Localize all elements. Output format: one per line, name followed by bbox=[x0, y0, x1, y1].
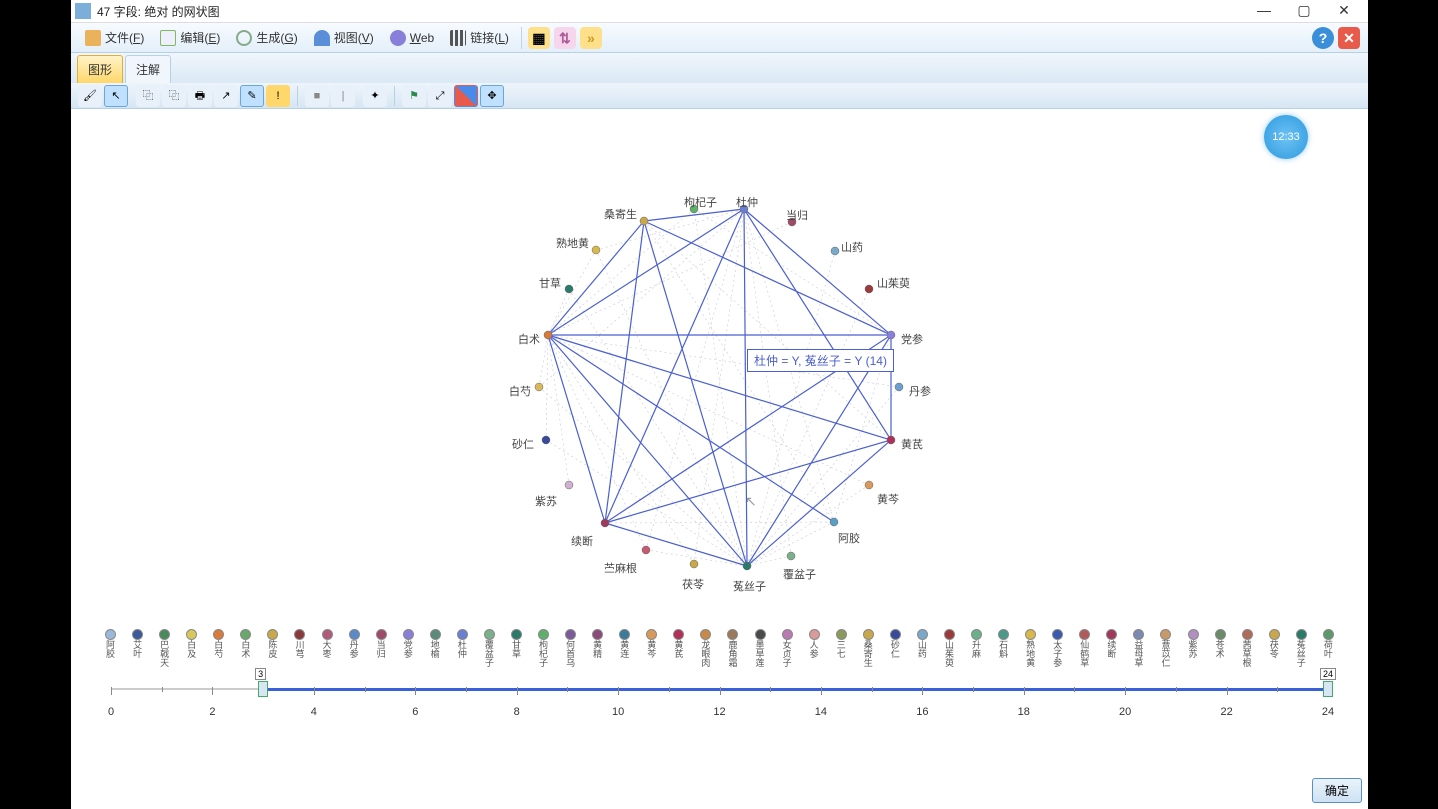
menu-file[interactable]: 文件(F) bbox=[77, 26, 152, 49]
legend-item[interactable]: 石斛 bbox=[994, 629, 1013, 659]
maximize-button[interactable]: ▢ bbox=[1284, 1, 1324, 21]
tab-bar: 图形 注解 bbox=[71, 53, 1368, 83]
legend-item[interactable]: 山药 bbox=[913, 629, 932, 659]
close-button[interactable]: ✕ bbox=[1324, 1, 1364, 21]
legend-item[interactable]: 续断 bbox=[1102, 629, 1121, 659]
ok-button[interactable]: 确定 bbox=[1312, 778, 1362, 803]
generate-icon bbox=[236, 30, 252, 46]
legend-item[interactable]: 鹿角霜 bbox=[723, 629, 742, 668]
legend-item[interactable]: 丹参 bbox=[345, 629, 364, 659]
tool-copy[interactable]: ⿻ bbox=[136, 85, 160, 107]
slider-handle-high[interactable]: 24 bbox=[1323, 681, 1333, 697]
tool-paste[interactable]: ⿻ bbox=[162, 85, 186, 107]
legend-item[interactable]: 白芍 bbox=[209, 629, 228, 659]
tool-export[interactable]: ↗ bbox=[214, 85, 238, 107]
menu-generate[interactable]: 生成(G) bbox=[228, 26, 305, 49]
legend-item[interactable]: 枸杞子 bbox=[534, 629, 553, 668]
menu-link[interactable]: 链接(L) bbox=[442, 26, 517, 49]
tool-highlight[interactable]: ! bbox=[266, 85, 290, 107]
legend-item[interactable]: 苍术 bbox=[1211, 629, 1230, 659]
toolbar-btn-1[interactable]: ▦ bbox=[528, 27, 550, 49]
app-icon bbox=[75, 3, 91, 19]
slider-handle-low[interactable]: 3 bbox=[258, 681, 268, 697]
tool-select[interactable]: ✎ bbox=[240, 85, 264, 107]
menu-bar: 文件(F) 编辑(E) 生成(G) 视图(V) Web 链接(L) ▦ ⇅ » … bbox=[71, 23, 1368, 53]
legend-item[interactable]: 白及 bbox=[182, 629, 201, 659]
tab-annotation[interactable]: 注解 bbox=[125, 55, 171, 83]
web-icon bbox=[390, 30, 406, 46]
tool-expand[interactable]: ⤢ bbox=[428, 85, 452, 107]
tool-print[interactable]: 🖶 bbox=[188, 85, 212, 107]
view-icon bbox=[314, 30, 330, 46]
legend-item[interactable]: 党参 bbox=[399, 629, 418, 659]
legend-item[interactable]: 大枣 bbox=[318, 629, 337, 659]
legend-item[interactable]: 黄芪 bbox=[669, 629, 688, 659]
title-bar: 47 字段: 绝对 的网状图 — ▢ ✕ bbox=[71, 0, 1368, 23]
window-title: 47 字段: 绝对 的网状图 bbox=[97, 3, 1244, 20]
legend-item[interactable]: 紫苏 bbox=[1184, 629, 1203, 659]
legend-item[interactable]: 白术 bbox=[236, 629, 255, 659]
tool-center[interactable]: ✥ bbox=[480, 85, 504, 107]
legend-item[interactable]: 黄精 bbox=[588, 629, 607, 659]
legend-item[interactable]: 覆盆子 bbox=[480, 629, 499, 668]
legend-item[interactable]: 陈皮 bbox=[263, 629, 282, 659]
legend-item[interactable]: 阿胶 bbox=[101, 629, 120, 659]
legend-item[interactable]: 杜仲 bbox=[453, 629, 472, 659]
minimize-button[interactable]: — bbox=[1244, 1, 1284, 21]
legend-row: 阿胶艾叶巴戟天白及白芍白术陈皮川芎大枣丹参当归党参地榆杜仲覆盆子甘草枸杞子何首乌… bbox=[71, 625, 1368, 670]
legend-item[interactable]: 仙鹤草 bbox=[1075, 629, 1094, 668]
cursor-icon: ↖ bbox=[745, 493, 757, 510]
tool-bar[interactable]: | bbox=[331, 85, 355, 107]
legend-item[interactable]: 三七 bbox=[832, 629, 851, 659]
legend-item[interactable]: 地榆 bbox=[426, 629, 445, 659]
tool-stop[interactable]: ■ bbox=[305, 85, 329, 107]
toolbar-btn-2[interactable]: ⇅ bbox=[554, 27, 576, 49]
legend-item[interactable]: 墨旱莲 bbox=[751, 629, 770, 668]
close-x-button[interactable]: ✕ bbox=[1338, 27, 1360, 49]
legend-item[interactable]: 荷叶 bbox=[1319, 629, 1338, 659]
tool-pointer[interactable]: ↖ bbox=[104, 85, 128, 107]
legend-item[interactable]: 砂仁 bbox=[886, 629, 905, 659]
tab-graph[interactable]: 图形 bbox=[77, 55, 123, 83]
legend-item[interactable]: 菟丝子 bbox=[1292, 629, 1311, 668]
help-button[interactable]: ? bbox=[1312, 27, 1334, 49]
menu-web[interactable]: Web bbox=[382, 27, 442, 49]
graph-toolbar: 🖌 ↖ ⿻ ⿻ 🖶 ↗ ✎ ! ■ | ✦ ⚑ ⤢ ✥ bbox=[71, 83, 1368, 109]
tool-grid[interactable] bbox=[454, 85, 478, 107]
legend-item[interactable]: 巴戟天 bbox=[155, 629, 174, 668]
legend-item[interactable]: 何首乌 bbox=[561, 629, 580, 668]
range-slider[interactable]: 024681012141618202224324 bbox=[71, 670, 1368, 730]
menu-edit[interactable]: 编辑(E) bbox=[152, 26, 228, 49]
legend-item[interactable]: 甘草 bbox=[507, 629, 526, 659]
tool-magic[interactable]: ✦ bbox=[363, 85, 387, 107]
legend-item[interactable]: 黄连 bbox=[615, 629, 634, 659]
legend-item[interactable]: 茜草根 bbox=[1238, 629, 1257, 668]
legend-item[interactable]: 茯苓 bbox=[1265, 629, 1284, 659]
tool-flag[interactable]: ⚑ bbox=[402, 85, 426, 107]
link-icon bbox=[450, 30, 466, 46]
legend-item[interactable]: 山茱萸 bbox=[940, 629, 959, 668]
legend-item[interactable]: 益母草 bbox=[1129, 629, 1148, 668]
legend-item[interactable]: 艾叶 bbox=[128, 629, 147, 659]
legend-item[interactable]: 黄芩 bbox=[642, 629, 661, 659]
legend-item[interactable]: 薏苡仁 bbox=[1156, 629, 1175, 668]
edge-tooltip: 杜仲 = Y, 菟丝子 = Y (14) bbox=[747, 349, 894, 372]
legend-item[interactable]: 熟地黄 bbox=[1021, 629, 1040, 668]
legend-item[interactable]: 人参 bbox=[805, 629, 824, 659]
legend-item[interactable]: 太子参 bbox=[1048, 629, 1067, 668]
legend-item[interactable]: 川芎 bbox=[290, 629, 309, 659]
legend-item[interactable]: 升麻 bbox=[967, 629, 986, 659]
menu-view[interactable]: 视图(V) bbox=[306, 26, 382, 49]
file-icon bbox=[85, 30, 101, 46]
edit-icon bbox=[160, 30, 176, 46]
legend-item[interactable]: 龙眼肉 bbox=[696, 629, 715, 668]
legend-item[interactable]: 当归 bbox=[372, 629, 391, 659]
toolbar-btn-3[interactable]: » bbox=[580, 27, 602, 49]
legend-item[interactable]: 女贞子 bbox=[778, 629, 797, 668]
network-canvas[interactable]: 12:33 枸杞子杜仲当归山药山茱萸党参丹参黄芪黄芩阿胶覆盆子菟丝子茯苓苎麻根续… bbox=[71, 109, 1368, 625]
network-svg bbox=[71, 109, 1368, 625]
tool-brush[interactable]: 🖌 bbox=[78, 85, 102, 107]
legend-item[interactable]: 桑寄生 bbox=[859, 629, 878, 668]
